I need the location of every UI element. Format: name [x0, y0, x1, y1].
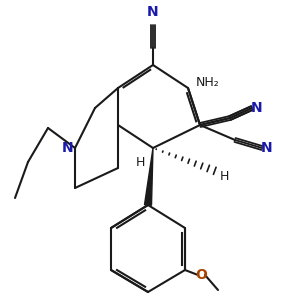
Text: N: N: [147, 5, 159, 19]
Polygon shape: [145, 148, 153, 205]
Text: N: N: [251, 101, 263, 115]
Text: H: H: [135, 156, 145, 169]
Text: N: N: [261, 141, 273, 155]
Text: O: O: [195, 268, 207, 282]
Text: H: H: [219, 169, 229, 182]
Text: NH₂: NH₂: [196, 76, 220, 88]
Text: N: N: [62, 141, 74, 155]
